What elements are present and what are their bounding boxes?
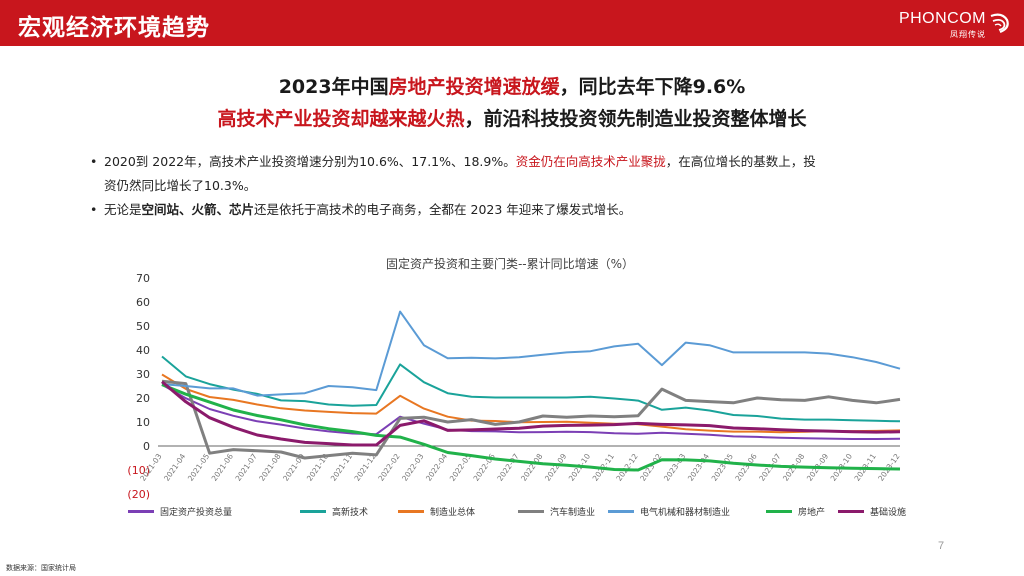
x-tick-label: 2022-07 bbox=[495, 452, 520, 483]
x-tick-label: 2021-12 bbox=[353, 452, 378, 483]
x-tick-label: 2021-04 bbox=[162, 452, 187, 483]
legend-label: 高新技术 bbox=[332, 507, 369, 518]
chart-legend: 固定资产投资总量 高新技术 制造业总体 汽车制造业 电气机械和器材制造业 房地产 基础设施 bbox=[128, 502, 948, 520]
x-tick-label: 2022-09 bbox=[543, 452, 568, 483]
y-tick-label: 40 bbox=[136, 344, 150, 357]
legend-swatch bbox=[398, 509, 424, 513]
bullet-list: 2020到 2022年，高技术产业投资增速分别为10.6%、17.1%、18.9… bbox=[90, 150, 960, 222]
chart-title: 固定资产投资和主要门类--累计同比增速（%） bbox=[386, 256, 634, 271]
x-tick-label: 2021-07 bbox=[234, 452, 259, 483]
bullet-2-pre: 无论是 bbox=[104, 202, 142, 217]
data-source: 数据来源：国家统计局 bbox=[6, 564, 76, 572]
legend-swatch bbox=[128, 509, 154, 513]
y-axis: 70 60 50 40 30 20 10 0 (10) (20) bbox=[127, 272, 900, 501]
y-tick-label: 10 bbox=[136, 416, 150, 429]
bullet-2-bold: 空间站、火箭、芯片 bbox=[141, 202, 255, 217]
series-line-5 bbox=[161, 383, 901, 472]
bullet-1-text-end: 资仍然同比增长了10.3%。 bbox=[104, 178, 257, 193]
y-tick-label: 0 bbox=[143, 440, 150, 453]
x-tick-label: 2023-03 bbox=[662, 452, 687, 483]
legend-label: 制造业总体 bbox=[430, 507, 476, 518]
legend-item-4: 电气机械和器材制造业 bbox=[608, 502, 730, 520]
x-tick-label: 2023-06 bbox=[733, 452, 758, 483]
legend-item-3: 汽车制造业 bbox=[518, 502, 595, 520]
x-tick-label: 2022-02 bbox=[376, 452, 401, 483]
series-line-6 bbox=[161, 380, 901, 447]
headline-1-post: ，同比去年下降9.6% bbox=[559, 76, 746, 98]
legend-item-2: 制造业总体 bbox=[398, 502, 475, 520]
headline-2-highlight: 高技术产业投资却越来越火热 bbox=[217, 108, 465, 130]
legend-label: 汽车制造业 bbox=[550, 507, 596, 518]
series-line-3 bbox=[161, 379, 901, 460]
series-line-4 bbox=[161, 310, 901, 397]
bullet-1-highlight: 资金仍在向高技术产业聚拢 bbox=[515, 154, 666, 169]
legend-label: 基础设施 bbox=[870, 507, 907, 518]
y-tick-label: 20 bbox=[136, 392, 150, 405]
x-tick-label: 2021-06 bbox=[210, 452, 235, 483]
y-tick-label: 60 bbox=[136, 296, 150, 309]
legend-item-6: 基础设施 bbox=[838, 502, 906, 520]
headline-1-highlight: 房地产投资增速放缓 bbox=[388, 76, 560, 98]
legend-swatch bbox=[608, 509, 634, 513]
legend-swatch bbox=[838, 509, 864, 513]
logo-subtext: 凤翔传说 bbox=[950, 30, 986, 39]
logo-swirl-icon bbox=[990, 13, 1009, 34]
bullet-item-2: 无论是空间站、火箭、芯片还是依托于高技术的电子商务，全都在 2023 年迎来了爆… bbox=[90, 198, 960, 222]
logo-text: PHONCOM bbox=[898, 10, 986, 27]
bullet-1-text: 2020到 2022年，高技术产业投资增速分别为10.6%、17.1%、18.9… bbox=[104, 154, 516, 169]
investment-growth-line-chart: 固定资产投资和主要门类--累计同比增速（%） 70 60 50 40 30 20 10 0 (1… bbox=[127, 256, 901, 501]
header-bar: 宏观经济环境趋势 PHONCOM 凤翔传说 bbox=[0, 0, 1024, 46]
x-tick-label: 2022-12 bbox=[614, 452, 639, 483]
series-line-1 bbox=[161, 355, 901, 423]
legend-item-0: 固定资产投资总量 bbox=[128, 502, 232, 520]
bullet-1-text-cont: ，在高位增长的基数上，投 bbox=[665, 154, 816, 169]
headline-2-post: ，前沿科技投资领先制造业投资整体增长 bbox=[464, 108, 807, 130]
x-tick-label: 2022-03 bbox=[400, 452, 425, 483]
series-line-0 bbox=[161, 383, 901, 440]
phoncom-logo: PHONCOM 凤翔传说 bbox=[898, 8, 1010, 40]
x-tick-label: 2023-04 bbox=[686, 452, 711, 483]
page-number: 7 bbox=[938, 540, 945, 552]
legend-label: 电气机械和器材制造业 bbox=[640, 507, 731, 518]
legend-item-5: 房地产 bbox=[766, 502, 825, 520]
series-group bbox=[161, 310, 901, 472]
headline-line-2: 高技术产业投资却越来越火热，前沿科技投资领先制造业投资整体增长 bbox=[0, 104, 1024, 131]
headline-1-pre: 2023年中国 bbox=[278, 76, 389, 98]
legend-swatch bbox=[518, 509, 544, 513]
y-tick-label: 30 bbox=[136, 368, 150, 381]
page-section-title: 宏观经济环境趋势 bbox=[18, 15, 210, 41]
series-line-2 bbox=[161, 373, 901, 434]
y-tick-label: 70 bbox=[136, 272, 150, 285]
x-tick-label: 2022-04 bbox=[424, 452, 449, 483]
headline-line-1: 2023年中国房地产投资增速放缓，同比去年下降9.6% bbox=[0, 72, 1024, 99]
y-tick-label: 50 bbox=[136, 320, 150, 333]
bullet-2-post: 还是依托于高技术的电子商务，全都在 2023 年迎来了爆发式增长。 bbox=[254, 202, 632, 217]
legend-swatch bbox=[766, 509, 792, 513]
legend-swatch bbox=[300, 509, 326, 513]
x-tick-label: 2021-05 bbox=[186, 452, 211, 483]
x-tick-label: 2022-08 bbox=[519, 452, 544, 483]
legend-label: 固定资产投资总量 bbox=[160, 507, 233, 518]
y-tick-label: (10) bbox=[127, 464, 150, 477]
legend-item-1: 高新技术 bbox=[300, 502, 368, 520]
legend-label: 房地产 bbox=[798, 507, 826, 518]
x-tick-label: 2023-05 bbox=[710, 452, 735, 483]
bullet-item-1: 2020到 2022年，高技术产业投资增速分别为10.6%、17.1%、18.9… bbox=[90, 150, 960, 198]
y-tick-label: (20) bbox=[127, 488, 150, 501]
x-tick-label: 2021-08 bbox=[257, 452, 282, 483]
